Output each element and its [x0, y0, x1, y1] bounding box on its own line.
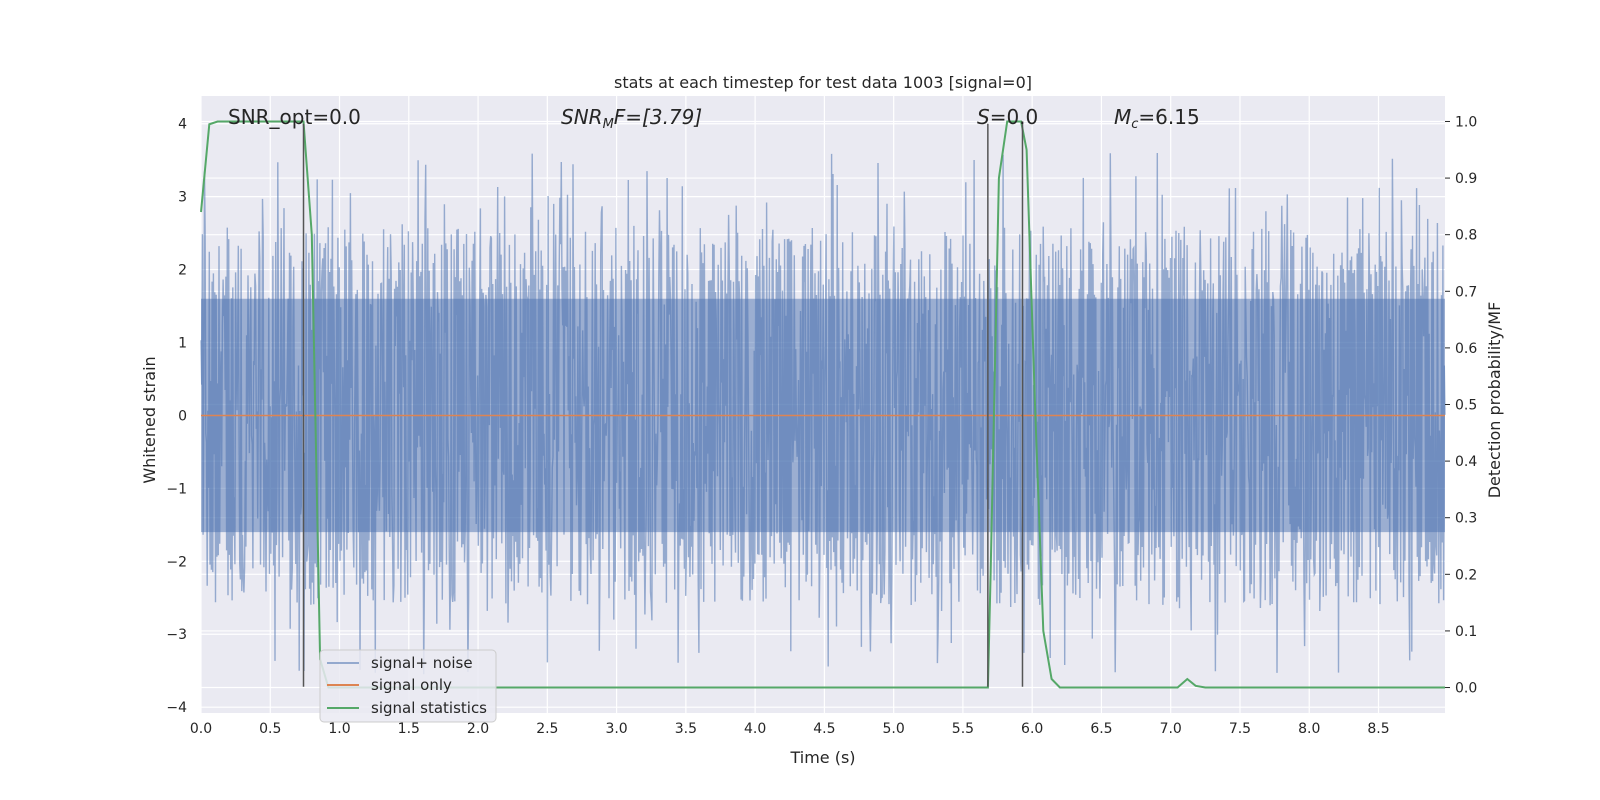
annotation-snr-mf: SNRMF=[3.79] [561, 105, 702, 132]
y-tick-label: −2 [166, 554, 187, 570]
chart-title: stats at each timestep for test data 100… [614, 73, 1032, 92]
y-right-tick-label: 0.6 [1455, 341, 1477, 357]
y-right-tick-label: 0.2 [1455, 567, 1477, 583]
y-tick-label: 3 [178, 190, 187, 206]
y-tick-label: 4 [178, 117, 187, 133]
legend-label-signal-noise: signal+ noise [371, 654, 473, 672]
annotation-mc: Mc=6.15 [1114, 105, 1200, 132]
y-right-tick-label: 0.9 [1455, 171, 1477, 187]
x-tick-label: 7.5 [1229, 721, 1251, 737]
annotation-s: S=0.0 [977, 105, 1038, 129]
x-tick-label: 2.0 [467, 721, 489, 737]
x-axis-label: Time (s) [789, 748, 855, 767]
y-right-tick-label: 0.1 [1455, 624, 1477, 640]
x-tick-label: 1.0 [328, 721, 350, 737]
legend: signal+ noise signal only signal statist… [319, 649, 497, 723]
y-right-tick-label: 0.0 [1455, 681, 1477, 697]
x-tick-label: 4.0 [744, 721, 766, 737]
annotation-snr-opt: SNR_opt=0.0 [228, 105, 361, 129]
ticks: 0.0 0.5 1.0 1.5 2.0 2.5 3.0 3.5 4.0 4.5 5.0 5.5 6.0 6… [166, 114, 1477, 737]
signal-noise-line [200, 152, 1446, 675]
x-tick-label: 1.5 [398, 721, 420, 737]
y-tick-label: 2 [178, 263, 187, 279]
x-tick-label: 6.5 [1090, 721, 1112, 737]
x-tick-label: 8.0 [1298, 721, 1320, 737]
x-tick-label: 2.5 [536, 721, 558, 737]
y-tick-label: 1 [178, 336, 187, 352]
x-tick-label: 8.5 [1367, 721, 1389, 737]
line-series [200, 120, 1445, 689]
legend-box [319, 649, 497, 723]
x-tick-label: 4.5 [813, 721, 835, 737]
y-axis-label: Whitened strain [140, 356, 159, 483]
y-tick-label: −1 [166, 481, 187, 497]
y-axis-right-label: Detection probability/MF [1485, 302, 1504, 499]
x-tick-label: 7.0 [1160, 721, 1182, 737]
x-tick-label: 0.5 [259, 721, 281, 737]
y-right-tick-label: 0.5 [1455, 398, 1477, 414]
y-right-tick-label: 1.0 [1455, 114, 1477, 130]
y-tick-label: −4 [166, 700, 187, 716]
legend-label-signal-statistics: signal statistics [371, 699, 487, 717]
y-right-tick-label: 0.3 [1455, 511, 1477, 527]
signal-statistics-line [200, 120, 1445, 689]
y-right-tick-label: 0.7 [1455, 284, 1477, 300]
y-tick-label: −3 [166, 627, 187, 643]
x-tick-label: 5.0 [883, 721, 905, 737]
x-tick-label: 6.0 [1021, 721, 1043, 737]
x-tick-label: 5.5 [952, 721, 974, 737]
x-tick-label: 0.0 [190, 721, 212, 737]
vertical-markers [302, 123, 1024, 687]
x-tick-label: 3.5 [675, 721, 697, 737]
y-right-tick-label: 0.4 [1455, 454, 1477, 470]
legend-label-signal-only: signal only [371, 676, 452, 694]
y-right-tick-label: 0.8 [1455, 228, 1477, 244]
x-tick-label: 3.0 [605, 721, 627, 737]
y-tick-label: 0 [178, 408, 187, 424]
